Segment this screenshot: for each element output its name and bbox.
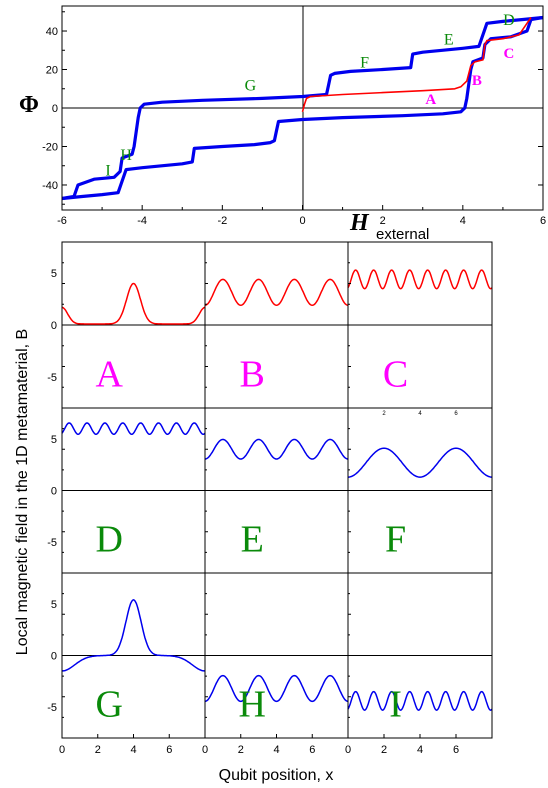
bottom-x-tick-label: 4 — [417, 744, 423, 756]
bottom-x-tick-label: 2 — [381, 744, 387, 756]
bottom-y-tick-label: -5 — [47, 537, 57, 549]
annotation-e: E — [444, 31, 454, 48]
grid-panels-group: A B C D E F G H I — [61, 241, 493, 739]
panel-label-c: C — [383, 353, 408, 395]
top-x-tick-label: 6 — [540, 215, 546, 227]
grid-ticks-group: 5 0 -5 5 0 -5 5 0 -5 0 2 4 6 0 2 4 6 0 2 4 6 2 4 6 — [47, 262, 459, 756]
bottom-x-tick-label: 6 — [453, 744, 459, 756]
bottom-y-tick-label: -5 — [47, 702, 57, 714]
inset-tick-label: 2 — [382, 411, 386, 417]
bottom-x-tick-label: 0 — [59, 744, 65, 756]
top-y-tick-label: 0 — [52, 103, 58, 115]
panel-label-d: D — [95, 519, 122, 561]
panel-label-g: G — [95, 684, 122, 726]
bottom-x-tick-label: 0 — [202, 744, 208, 756]
panel-curve-a — [61, 282, 206, 325]
panel-curve-i — [347, 690, 493, 712]
top-y-tick-label: -20 — [42, 141, 58, 153]
annotation-a: A — [425, 92, 436, 108]
field-profile-grid: A B C D E F G H I 5 0 -5 5 0 -5 5 0 -5 0 2 4 6 0 2 4 6 0 2 4 6 2 4 6 Lo… — [14, 241, 493, 784]
panel-label-i: I — [389, 684, 402, 726]
top-x-axis-sublabel: external — [376, 226, 429, 243]
top-x-tick-label: -4 — [137, 215, 147, 227]
panel-label-b: B — [240, 353, 265, 395]
panel-label-e: E — [241, 519, 264, 561]
bottom-x-tick-label: 0 — [345, 744, 351, 756]
top-series-group — [61, 15, 544, 201]
top-y-axis-label: Φ — [19, 92, 39, 118]
annotation-b: B — [472, 73, 482, 89]
bottom-x-tick-label: 2 — [95, 744, 101, 756]
top-x-tick-label: 2 — [380, 215, 386, 227]
panel-curve-b — [204, 278, 349, 307]
bottom-y-tick-label: -5 — [47, 372, 57, 384]
panel-label-a: A — [95, 353, 123, 395]
bottom-x-tick-label: 6 — [309, 744, 315, 756]
top-x-tick-label: 0 — [299, 215, 305, 227]
annotation-f: F — [360, 55, 369, 72]
top-series-red-2 — [301, 17, 532, 113]
bottom-x-tick-label: 2 — [238, 744, 244, 756]
panel-label-f: F — [385, 519, 406, 561]
top-y-tick-label: 40 — [46, 26, 58, 38]
top-x-tick-label: -6 — [57, 215, 67, 227]
bottom-x-tick-label: 4 — [273, 744, 279, 756]
annotation-c: C — [504, 46, 515, 62]
bottom-x-tick-label: 6 — [166, 744, 172, 756]
bottom-y-tick-label: 0 — [51, 486, 57, 498]
bottom-y-tick-label: 0 — [51, 651, 57, 663]
bottom-y-tick-label: 5 — [51, 434, 57, 446]
top-y-tick-label: -40 — [42, 180, 58, 192]
annotation-h: H — [120, 147, 132, 164]
annotation-g: G — [245, 78, 257, 95]
panel-curve-c — [347, 269, 493, 290]
bottom-y-tick-label: 0 — [51, 320, 57, 332]
inset-tick-label: 6 — [454, 411, 458, 417]
top-x-tick-label: -2 — [217, 215, 227, 227]
bottom-x-axis-label: Qubit position, x — [219, 767, 334, 784]
top-annotations-group: A B C D E F G HI — [105, 12, 514, 179]
top-x-axis-label: H — [349, 210, 370, 236]
panel-curve-f — [348, 447, 492, 478]
panel-curve-d — [61, 422, 206, 436]
top-y-tick-label: 20 — [46, 65, 58, 77]
inset-tick-label: 4 — [418, 411, 422, 417]
annotation-d: D — [503, 12, 515, 29]
panel-curve-h — [204, 674, 349, 703]
panel-label-h: H — [238, 684, 265, 726]
bottom-y-tick-label: 5 — [51, 599, 57, 611]
annotation-i: I — [105, 162, 110, 179]
bottom-y-tick-label: 5 — [51, 268, 57, 280]
panel-curve-e — [205, 438, 348, 460]
panel-curve-g — [61, 598, 206, 672]
bottom-y-axis-label: Local magnetic field in the 1D metamater… — [14, 329, 31, 655]
bottom-x-tick-label: 4 — [130, 744, 136, 756]
top-x-tick-label: 4 — [460, 215, 466, 227]
